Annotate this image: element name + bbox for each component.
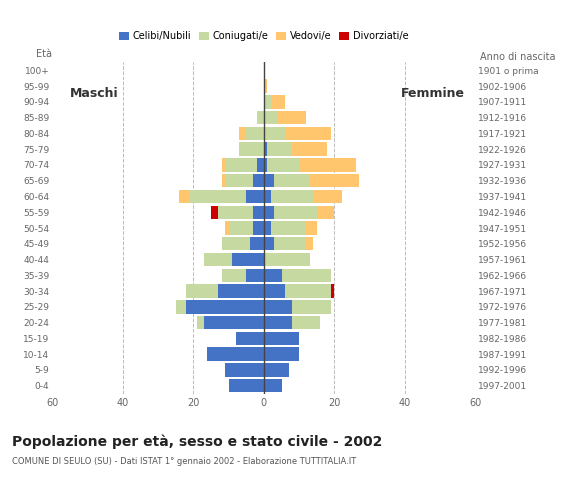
Bar — [264, 79, 267, 93]
Bar — [313, 190, 342, 203]
Bar — [222, 158, 225, 172]
Bar — [225, 221, 229, 235]
Text: COMUNE DI SEULO (SU) - Dati ISTAT 1° gennaio 2002 - Elaborazione TUTTITALIA.IT: COMUNE DI SEULO (SU) - Dati ISTAT 1° gen… — [12, 457, 356, 466]
Bar — [232, 253, 264, 266]
Bar — [264, 363, 289, 377]
Bar — [186, 284, 218, 298]
Bar — [225, 363, 264, 377]
Bar — [211, 205, 218, 219]
Bar — [264, 284, 285, 298]
Bar — [306, 237, 313, 251]
Bar — [285, 127, 331, 140]
Bar — [253, 174, 264, 187]
Bar — [264, 221, 271, 235]
Bar — [264, 111, 278, 124]
Bar — [176, 300, 186, 313]
Bar — [246, 127, 264, 140]
Bar — [267, 143, 292, 156]
Bar — [264, 205, 274, 219]
Bar — [264, 127, 285, 140]
Bar — [292, 316, 320, 329]
Bar — [250, 237, 264, 251]
Text: Popolazione per età, sesso e stato civile - 2002: Popolazione per età, sesso e stato civil… — [12, 434, 382, 449]
Bar — [222, 237, 250, 251]
Bar — [281, 269, 331, 282]
Bar — [222, 269, 246, 282]
Bar — [331, 284, 335, 298]
Bar — [264, 253, 310, 266]
Bar — [235, 332, 264, 345]
Bar — [271, 95, 285, 108]
Bar — [274, 237, 306, 251]
Bar — [317, 205, 335, 219]
Bar — [239, 143, 264, 156]
Text: Anno di nascita: Anno di nascita — [480, 52, 555, 62]
Bar — [229, 221, 253, 235]
Bar — [204, 253, 232, 266]
Bar — [292, 143, 327, 156]
Bar — [264, 332, 299, 345]
Bar — [264, 95, 271, 108]
Bar — [218, 284, 264, 298]
Bar — [264, 300, 292, 313]
Bar — [274, 174, 310, 187]
Bar — [225, 174, 253, 187]
Bar — [274, 205, 317, 219]
Bar — [264, 143, 267, 156]
Bar — [197, 316, 204, 329]
Bar — [257, 158, 264, 172]
Bar — [239, 127, 246, 140]
Text: Femmine: Femmine — [401, 87, 465, 100]
Bar — [222, 174, 225, 187]
Bar — [285, 284, 331, 298]
Bar — [253, 221, 264, 235]
Bar — [246, 190, 264, 203]
Bar — [264, 237, 274, 251]
Bar — [264, 348, 299, 361]
Bar — [190, 190, 246, 203]
Bar — [310, 174, 359, 187]
Bar — [264, 269, 281, 282]
Bar — [186, 300, 264, 313]
Text: Maschi: Maschi — [70, 87, 119, 100]
Bar — [299, 158, 356, 172]
Bar — [208, 348, 264, 361]
Text: Età: Età — [36, 49, 52, 59]
Bar — [246, 269, 264, 282]
Bar — [264, 379, 281, 393]
Legend: Celibi/Nubili, Coniugati/e, Vedovi/e, Divorziati/e: Celibi/Nubili, Coniugati/e, Vedovi/e, Di… — [115, 27, 412, 45]
Bar — [257, 111, 264, 124]
Bar — [264, 316, 292, 329]
Bar — [218, 205, 253, 219]
Bar — [271, 190, 313, 203]
Bar — [264, 158, 267, 172]
Bar — [179, 190, 190, 203]
Bar — [278, 111, 306, 124]
Bar — [292, 300, 331, 313]
Bar — [271, 221, 306, 235]
Bar — [264, 174, 274, 187]
Bar — [229, 379, 264, 393]
Bar — [204, 316, 264, 329]
Bar — [267, 158, 299, 172]
Bar — [225, 158, 257, 172]
Bar — [306, 221, 317, 235]
Bar — [264, 190, 271, 203]
Bar — [253, 205, 264, 219]
